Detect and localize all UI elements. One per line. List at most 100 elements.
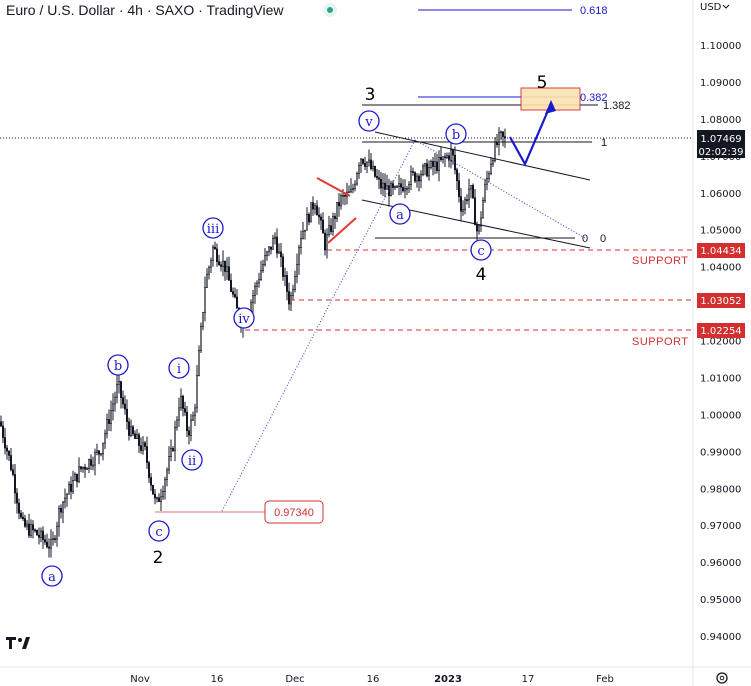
candle <box>317 207 320 225</box>
candle <box>375 169 378 180</box>
market-status-icon <box>327 7 333 13</box>
svg-text:v: v <box>364 115 373 130</box>
candle <box>425 158 428 178</box>
candle <box>172 446 175 452</box>
wave-label-major-2[interactable]: 2 <box>153 548 164 568</box>
price-tick-4: 1.06000 <box>700 189 741 200</box>
candle <box>457 172 460 203</box>
wave-label-minor-c-left[interactable]: c <box>148 520 170 542</box>
candle <box>0 415 2 428</box>
candle <box>76 473 79 488</box>
candle <box>321 212 324 234</box>
candle <box>359 157 362 173</box>
candle <box>297 244 300 275</box>
candle <box>156 496 159 503</box>
projection-path[interactable] <box>509 105 552 167</box>
candle <box>102 442 105 461</box>
time-tick-4: 2023 <box>434 674 462 685</box>
candle <box>10 448 13 472</box>
wedge-upper-line[interactable] <box>316 177 351 197</box>
wave-label-minor-b-right[interactable]: b <box>445 123 467 145</box>
candle <box>132 424 135 437</box>
time-axis[interactable]: Nov 16 Dec 16 2023 17 Feb <box>130 674 614 685</box>
candle <box>287 282 290 311</box>
candle <box>389 180 392 197</box>
price-tick-2: 1.08000 <box>700 115 741 126</box>
candle <box>409 165 412 191</box>
wave-label-v[interactable]: v <box>358 110 380 132</box>
candle <box>365 161 368 174</box>
candle <box>176 416 179 431</box>
candle <box>114 391 117 412</box>
candle <box>381 173 384 196</box>
candle <box>501 131 504 147</box>
low-level-tag-box[interactable] <box>264 500 324 524</box>
candle <box>100 453 103 457</box>
wave-label-minor-a-right[interactable]: a <box>389 203 411 225</box>
candle <box>186 406 189 437</box>
currency-label[interactable]: USD <box>700 2 722 13</box>
wave-label-major-3[interactable]: 3 <box>365 85 376 105</box>
current-price-tag[interactable] <box>697 130 745 158</box>
wave-label-iii[interactable]: iii <box>202 217 224 239</box>
candle <box>80 466 83 473</box>
candle <box>403 179 406 199</box>
candle <box>59 504 62 519</box>
candle <box>168 446 171 475</box>
price-tick-8: 1.02000 <box>700 337 741 348</box>
candle <box>106 413 109 439</box>
wave-label-i[interactable]: i <box>168 357 190 379</box>
wave-label-minor-a-low[interactable]: a <box>41 565 63 587</box>
candle <box>361 158 364 166</box>
level-tag-1: 1.04434 <box>700 246 741 257</box>
candle <box>485 170 488 191</box>
candle <box>455 167 458 190</box>
level-tag-2: 1.03052 <box>700 296 741 307</box>
wave-label-major-4[interactable]: 4 <box>476 265 487 285</box>
wedge-lower-line[interactable] <box>327 217 357 244</box>
candle <box>92 456 95 471</box>
candle <box>443 152 446 167</box>
candle <box>331 212 334 236</box>
candle <box>325 228 328 259</box>
candle <box>377 169 380 189</box>
settings-gear-icon[interactable] <box>716 672 728 684</box>
candle <box>489 157 492 176</box>
level-tag-3-box[interactable] <box>697 323 745 338</box>
candle <box>259 260 262 281</box>
currency-chevron-down-icon[interactable] <box>722 4 730 9</box>
wave-label-ii[interactable]: ii <box>181 449 203 471</box>
level-tag-1-box[interactable] <box>697 243 745 258</box>
candle <box>483 178 486 203</box>
candle <box>473 188 476 226</box>
candle <box>335 202 338 223</box>
candle <box>495 134 498 148</box>
tradingview-logo-icon <box>6 637 30 649</box>
wave-label-major-5[interactable]: 5 <box>537 73 548 93</box>
candle <box>25 520 28 531</box>
candle <box>6 444 9 460</box>
wave-label-minor-c-right[interactable]: c <box>470 239 492 261</box>
wave-label-minor-b-left[interactable]: b <box>107 354 129 376</box>
candle <box>128 417 131 441</box>
fib-trend-line-up[interactable] <box>221 139 416 512</box>
candle <box>53 535 56 544</box>
wave-label-iv[interactable]: iv <box>233 307 255 329</box>
candle <box>363 156 366 171</box>
svg-text:b: b <box>452 128 460 143</box>
candle <box>367 149 370 167</box>
candle <box>439 147 442 162</box>
candle <box>399 177 402 195</box>
candle <box>84 463 87 478</box>
candle <box>357 162 360 179</box>
candle <box>57 505 60 537</box>
candle <box>329 218 332 235</box>
level-tag-2-box[interactable] <box>697 293 745 308</box>
candle <box>395 184 398 188</box>
candle <box>222 250 225 277</box>
channel-upper-line[interactable] <box>374 131 591 181</box>
candle <box>35 529 38 536</box>
candle <box>202 311 205 331</box>
